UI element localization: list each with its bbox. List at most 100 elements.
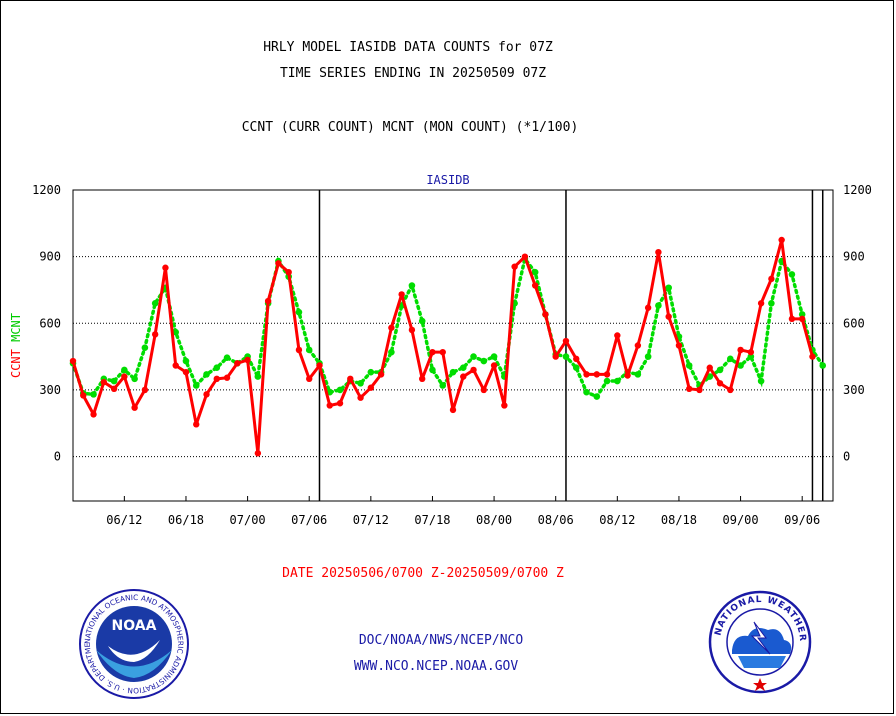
x-tick-label: 06/18 bbox=[168, 513, 204, 527]
data-point-ccnt bbox=[254, 450, 262, 457]
data-point-mcnt bbox=[151, 299, 159, 307]
data-point-mcnt bbox=[305, 346, 313, 354]
y-axis-label-group: CCNT MCNT bbox=[9, 313, 23, 378]
data-point-ccnt bbox=[275, 260, 282, 267]
data-point-ccnt bbox=[501, 402, 508, 409]
nco-website-link[interactable]: WWW.NCO.NCEP.NOAA.GOV bbox=[353, 659, 519, 674]
data-point-ccnt bbox=[686, 385, 693, 393]
data-point-ccnt bbox=[521, 253, 529, 260]
data-point-mcnt bbox=[439, 382, 447, 389]
x-tick-label: 07/18 bbox=[414, 513, 450, 527]
plot-area bbox=[72, 189, 834, 502]
data-point-ccnt bbox=[675, 342, 683, 349]
data-point-mcnt bbox=[726, 355, 734, 363]
x-tick-label: 09/00 bbox=[723, 513, 759, 527]
data-point-ccnt bbox=[100, 378, 108, 386]
y-axis-label: CCNT MCNT bbox=[9, 313, 23, 378]
data-point-ccnt bbox=[757, 300, 765, 307]
data-point-ccnt bbox=[90, 411, 97, 418]
data-point-mcnt bbox=[408, 282, 416, 289]
data-point-mcnt bbox=[737, 362, 744, 369]
data-point-ccnt bbox=[480, 386, 488, 394]
data-point-ccnt bbox=[562, 337, 570, 345]
data-point-ccnt bbox=[778, 236, 785, 244]
data-point-ccnt bbox=[768, 275, 775, 283]
data-point-mcnt bbox=[706, 373, 714, 380]
data-point-ccnt bbox=[644, 304, 652, 311]
data-point-ccnt bbox=[377, 371, 385, 378]
data-point-ccnt bbox=[69, 357, 77, 365]
svg-text:NOAA: NOAA bbox=[112, 618, 157, 634]
data-point-mcnt bbox=[685, 362, 693, 369]
data-point-ccnt bbox=[460, 373, 467, 380]
x-tick-label: 08/12 bbox=[599, 513, 635, 527]
data-point-ccnt bbox=[367, 384, 375, 391]
data-point-mcnt bbox=[747, 353, 755, 360]
y-tick-label-right: 0 bbox=[843, 450, 850, 464]
chart-title-line2: TIME SERIES ENDING IN 20250509 07Z bbox=[279, 66, 547, 81]
nws-logo-icon: NATIONAL WEATHER SERVICE bbox=[708, 590, 812, 694]
y-tick-label-left: 600 bbox=[39, 316, 61, 330]
y-tick-label-left: 900 bbox=[39, 250, 61, 264]
y-axis-label-ccnt: CCNT bbox=[9, 342, 23, 378]
data-point-ccnt bbox=[193, 421, 200, 428]
y-tick-label-right: 600 bbox=[843, 316, 865, 330]
data-point-ccnt bbox=[295, 346, 303, 354]
data-point-ccnt bbox=[162, 264, 169, 271]
data-point-ccnt bbox=[223, 374, 231, 381]
data-point-ccnt bbox=[172, 362, 179, 369]
data-point-ccnt bbox=[429, 348, 436, 356]
data-point-mcnt bbox=[429, 366, 436, 374]
data-point-mcnt bbox=[655, 302, 662, 309]
data-point-ccnt bbox=[716, 380, 724, 387]
data-point-ccnt bbox=[573, 355, 580, 363]
data-point-ccnt bbox=[439, 348, 446, 356]
data-point-ccnt bbox=[552, 353, 559, 360]
data-point-ccnt bbox=[131, 404, 138, 411]
data-point-ccnt bbox=[696, 386, 703, 394]
data-point-ccnt bbox=[418, 375, 426, 383]
data-point-mcnt bbox=[254, 373, 262, 380]
y-axis-label-mcnt: MCNT bbox=[9, 313, 23, 342]
doc-noaa-link[interactable]: DOC/NOAA/NWS/NCEP/NCO bbox=[358, 633, 524, 648]
data-point-mcnt bbox=[614, 377, 621, 385]
legend-description: CCNT (CURR COUNT) MCNT (MON COUNT) (*1/1… bbox=[241, 120, 579, 135]
data-point-ccnt bbox=[388, 324, 395, 331]
data-point-ccnt bbox=[244, 356, 251, 364]
data-point-ccnt bbox=[398, 291, 405, 298]
data-point-mcnt bbox=[192, 382, 200, 389]
data-point-ccnt bbox=[583, 371, 590, 378]
data-point-ccnt bbox=[727, 386, 734, 394]
y-tick-label-right: 300 bbox=[843, 383, 865, 397]
data-point-mcnt bbox=[572, 364, 580, 372]
data-point-ccnt bbox=[593, 371, 600, 378]
data-point-ccnt bbox=[603, 371, 611, 378]
data-point-mcnt bbox=[121, 366, 128, 374]
data-point-mcnt bbox=[470, 353, 477, 360]
data-point-ccnt bbox=[213, 375, 220, 383]
data-point-mcnt bbox=[788, 271, 796, 278]
data-point-mcnt bbox=[562, 353, 570, 360]
data-point-ccnt bbox=[316, 362, 323, 369]
data-point-ccnt bbox=[141, 386, 149, 394]
data-point-ccnt bbox=[706, 364, 713, 371]
data-point-ccnt bbox=[737, 346, 744, 354]
data-point-mcnt bbox=[131, 375, 138, 383]
data-point-mcnt bbox=[367, 368, 375, 376]
data-point-mcnt bbox=[110, 377, 118, 385]
series-line-ccnt bbox=[71, 238, 814, 455]
data-point-ccnt bbox=[470, 366, 477, 374]
data-point-ccnt bbox=[285, 268, 292, 276]
data-point-mcnt bbox=[819, 362, 827, 369]
y-tick-label-left: 300 bbox=[39, 383, 61, 397]
data-point-mcnt bbox=[459, 364, 467, 372]
data-point-mcnt bbox=[480, 357, 488, 365]
data-point-ccnt bbox=[614, 332, 621, 339]
data-point-ccnt bbox=[234, 360, 241, 367]
data-point-mcnt bbox=[388, 348, 395, 356]
data-point-mcnt bbox=[141, 344, 149, 352]
data-point-mcnt bbox=[213, 364, 221, 372]
y-tick-label-left: 1200 bbox=[32, 183, 61, 197]
data-point-mcnt bbox=[295, 308, 303, 316]
data-point-ccnt bbox=[655, 249, 662, 256]
